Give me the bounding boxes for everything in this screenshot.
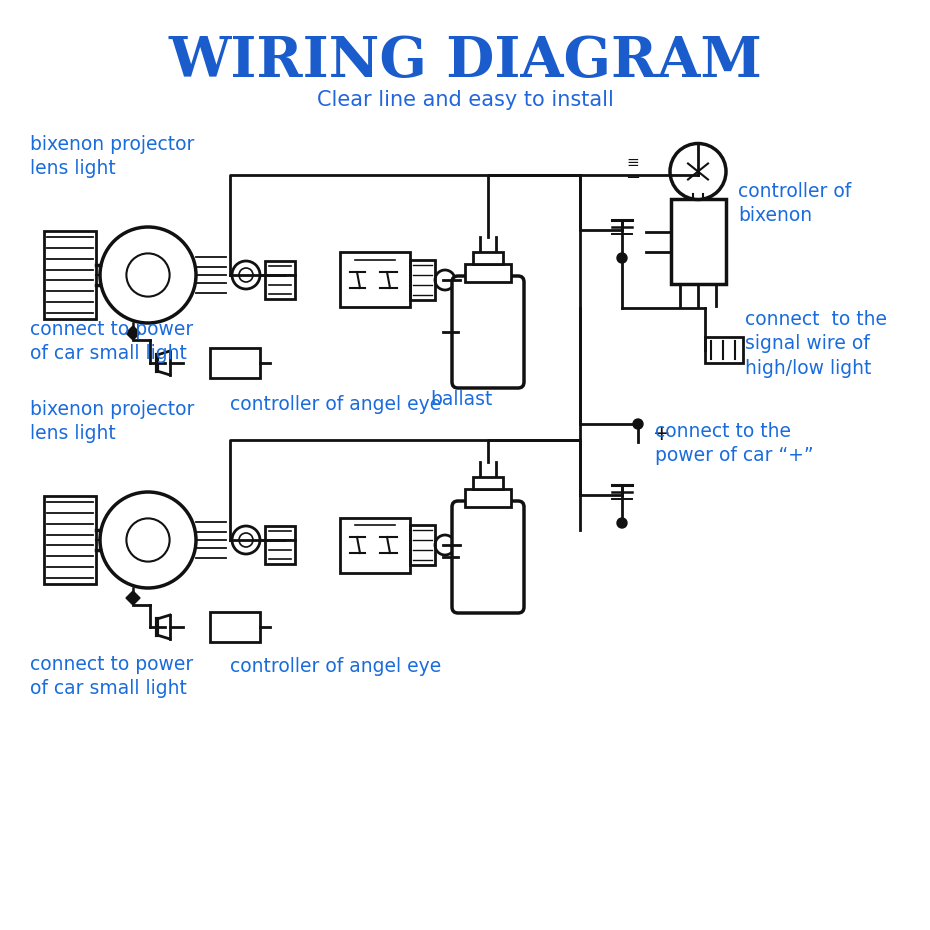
Text: connect to power
of car small light: connect to power of car small light (30, 655, 193, 698)
Text: connect  to the
signal wire of
high/low light: connect to the signal wire of high/low l… (745, 310, 887, 378)
Bar (473, 477, 503, 489)
Bar (410, 525, 435, 565)
Bar (210, 348, 260, 378)
Text: ballast: ballast (430, 390, 492, 409)
Bar (340, 517, 410, 573)
Circle shape (670, 143, 726, 200)
Bar (265, 261, 295, 299)
Text: +: + (653, 424, 671, 444)
Bar (410, 260, 435, 300)
Bar (465, 489, 511, 507)
Bar (473, 252, 503, 264)
Polygon shape (126, 591, 140, 605)
Bar (671, 200, 725, 285)
Text: connect to power
of car small light: connect to power of car small light (30, 320, 193, 364)
Polygon shape (126, 326, 140, 340)
Text: −: − (625, 169, 640, 188)
Circle shape (617, 253, 627, 263)
Bar (44, 231, 96, 319)
Circle shape (633, 419, 643, 429)
Text: connect to the
power of car “+”: connect to the power of car “+” (655, 422, 814, 465)
Text: bixenon projector
lens light: bixenon projector lens light (30, 135, 194, 179)
Text: controller of angel eye: controller of angel eye (230, 395, 441, 414)
Bar (44, 496, 96, 584)
Text: controller of
bixenon: controller of bixenon (738, 182, 851, 225)
Bar (265, 526, 295, 564)
Bar (340, 253, 410, 308)
Bar (465, 264, 511, 282)
Text: Clear line and easy to install: Clear line and easy to install (316, 90, 614, 110)
Text: controller of angel eye: controller of angel eye (230, 657, 441, 676)
FancyBboxPatch shape (452, 276, 524, 388)
Bar (705, 337, 743, 363)
Text: bixenon projector
lens light: bixenon projector lens light (30, 400, 194, 444)
Bar (210, 612, 260, 642)
Text: WIRING DIAGRAM: WIRING DIAGRAM (168, 34, 762, 89)
FancyBboxPatch shape (452, 501, 524, 613)
Text: ≡: ≡ (626, 154, 639, 169)
Circle shape (617, 518, 627, 528)
